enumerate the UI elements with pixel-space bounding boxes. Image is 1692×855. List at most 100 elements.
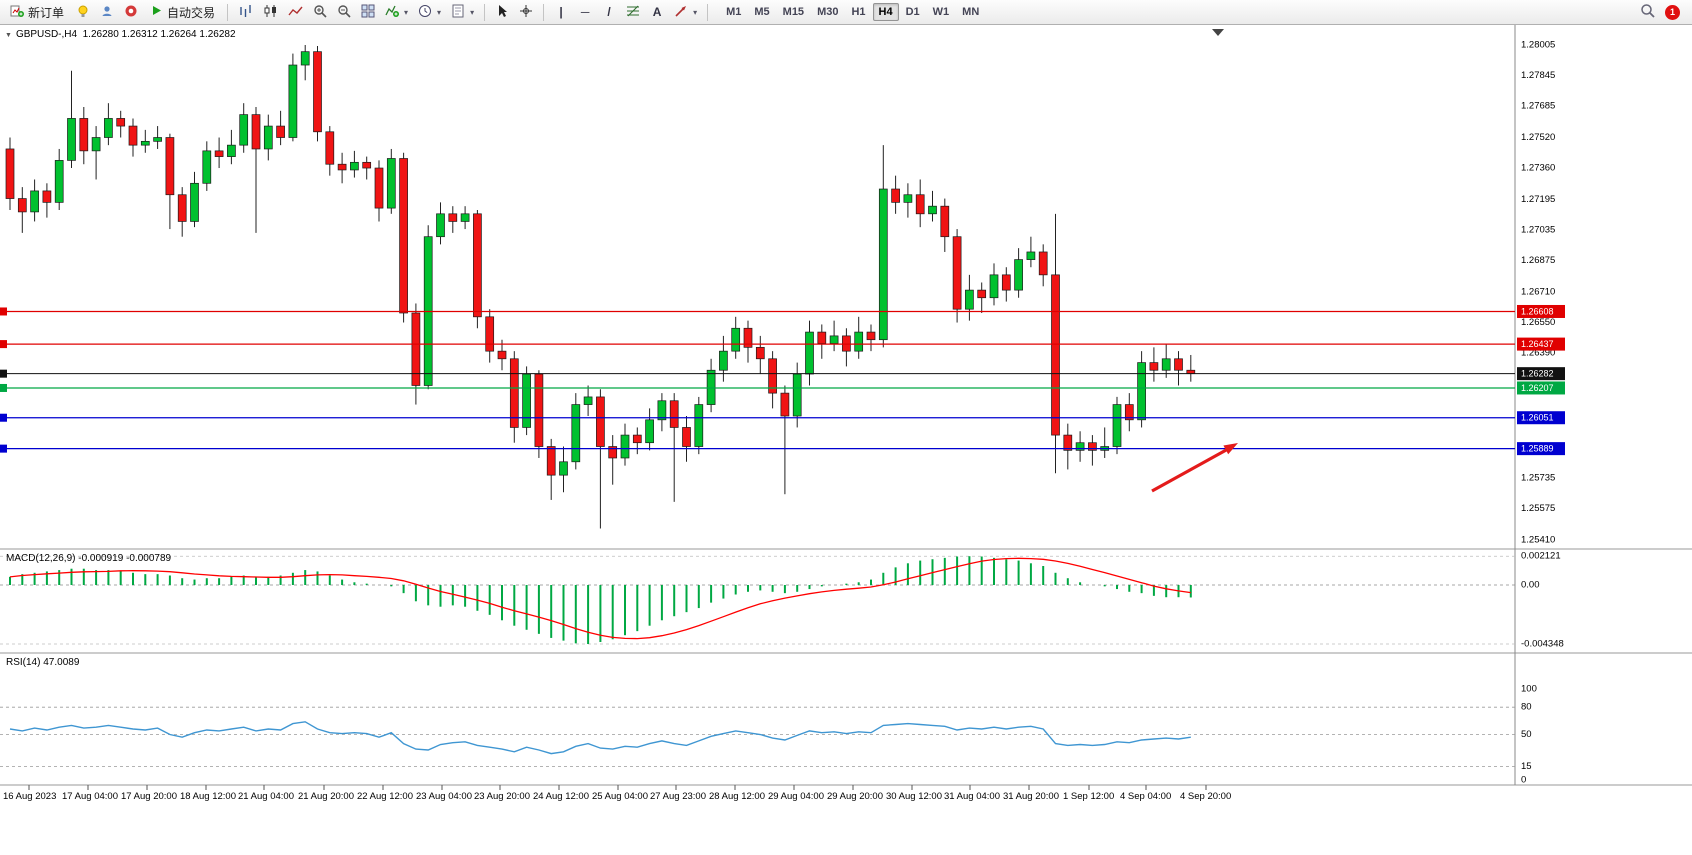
candles xyxy=(5,45,1196,529)
tf-w1-button[interactable]: W1 xyxy=(927,3,956,21)
new-order-button[interactable]: 新订单 xyxy=(4,2,70,23)
trendline-icon: / xyxy=(607,5,611,19)
price-axis-label: 1.27035 xyxy=(1521,225,1555,236)
candle-body xyxy=(1124,404,1134,421)
price-tag-1.26608 xyxy=(1517,304,1565,318)
time-axis-label: 17 Aug 20:00 xyxy=(121,791,177,802)
candle-body xyxy=(448,213,458,222)
arrow-annotation[interactable] xyxy=(1151,447,1229,493)
candle-body xyxy=(583,396,593,405)
time-axis-label: 21 Aug 20:00 xyxy=(298,791,354,802)
candle-body xyxy=(54,160,64,203)
candle-body xyxy=(1051,274,1060,436)
line-left-marker xyxy=(0,340,7,349)
trendline-tool-button[interactable]: / xyxy=(598,2,620,23)
vertical-line-tool-button[interactable]: | xyxy=(550,2,572,23)
indicators-button[interactable]: ▾ xyxy=(381,2,412,23)
candle-body xyxy=(743,327,753,348)
tf-m1-button[interactable]: M1 xyxy=(720,3,747,21)
bar-chart-button[interactable] xyxy=(234,2,257,23)
crosshair-button[interactable] xyxy=(515,2,537,23)
candle-body xyxy=(1014,259,1023,291)
price-tag-text: 1.26608 xyxy=(1521,306,1554,316)
price-tag-text: 1.26051 xyxy=(1521,413,1554,423)
candle-body xyxy=(596,396,605,447)
candle-body xyxy=(903,194,913,203)
arrow-annotation-head[interactable] xyxy=(1223,443,1238,455)
toolbar-right-group: 1 xyxy=(1636,2,1688,23)
search-button[interactable] xyxy=(1636,2,1659,23)
time-axis-label: 22 Aug 12:00 xyxy=(357,791,413,802)
candle-body xyxy=(657,400,667,421)
one-click-trading-arrow-icon[interactable]: ▼ xyxy=(5,32,12,39)
caret-down-icon: ▾ xyxy=(437,7,442,17)
chart-svg[interactable]: 1.28005 1.27845 1.27685 1.27520 1.27360 1.271… xyxy=(0,25,1692,854)
tf-h4-button[interactable]: H4 xyxy=(872,3,899,21)
rsi-line xyxy=(9,721,1191,755)
search-icon xyxy=(1640,3,1655,21)
candle-body xyxy=(1149,362,1159,371)
cursor-button[interactable] xyxy=(491,2,513,23)
line-left-marker xyxy=(0,444,7,453)
candle-body xyxy=(1063,434,1073,451)
clock-icon xyxy=(418,4,432,21)
new-order-icon xyxy=(10,4,24,21)
text-tool-button[interactable]: A xyxy=(646,2,668,23)
tf-h1-button[interactable]: H1 xyxy=(845,3,871,21)
arrow-shape-icon xyxy=(674,4,688,21)
tf-m30-button[interactable]: M30 xyxy=(811,3,844,21)
candle-body xyxy=(719,350,728,371)
price-axis-label: 1.26875 xyxy=(1521,255,1555,266)
candle-body xyxy=(67,118,76,161)
caret-down-icon: ▾ xyxy=(693,7,698,17)
tf-m5-button[interactable]: M5 xyxy=(748,3,775,21)
candle-body xyxy=(1174,358,1183,371)
macd-histogram xyxy=(9,556,1192,645)
crosshair-icon xyxy=(519,4,533,21)
periods-button[interactable]: ▾ xyxy=(414,2,445,23)
community-button[interactable] xyxy=(120,2,142,23)
time-axis-label: 4 Sep 20:00 xyxy=(1180,791,1231,802)
candle-body xyxy=(731,327,741,352)
price-tag-text: 1.26437 xyxy=(1521,339,1554,349)
chart-shift-marker[interactable] xyxy=(1212,29,1224,36)
candle-body xyxy=(1112,404,1122,447)
text-label-icon: A xyxy=(652,5,662,19)
candle-body xyxy=(42,190,52,203)
shapes-tool-button[interactable]: ▾ xyxy=(670,2,701,23)
line-chart-button[interactable] xyxy=(284,2,307,23)
candle-body xyxy=(571,404,581,463)
price-axis-label: 1.26550 xyxy=(1521,317,1555,328)
candle-body xyxy=(362,161,372,169)
time-axis-label: 4 Sep 04:00 xyxy=(1120,791,1171,802)
zoom-out-button[interactable] xyxy=(333,2,355,23)
auto-trading-button[interactable]: 自动交易 xyxy=(144,2,221,23)
macd-signal-line xyxy=(9,557,1191,640)
line-left-marker xyxy=(0,369,7,378)
horizontal-line-tool-button[interactable]: ─ xyxy=(574,2,596,23)
profile-button[interactable] xyxy=(96,2,118,23)
notification-badge[interactable]: 1 xyxy=(1665,4,1680,20)
price-tag-1.26437 xyxy=(1517,337,1565,351)
candle-body xyxy=(30,190,39,213)
candlestick-chart-button[interactable] xyxy=(259,2,282,23)
candle-body xyxy=(374,167,384,209)
auto-trading-label: 自动交易 xyxy=(167,5,216,20)
candle-body xyxy=(768,358,777,394)
tf-m15-button[interactable]: M15 xyxy=(777,3,810,21)
templates-button[interactable]: ▾ xyxy=(447,2,478,23)
caret-down-icon: ▾ xyxy=(404,7,409,17)
lightbulb-button[interactable] xyxy=(72,2,94,23)
timeframe-group: M1 M5 M15 M30 H1 H4 D1 W1 MN xyxy=(720,3,985,21)
candle-body xyxy=(632,434,642,444)
candle-body xyxy=(386,158,396,209)
tf-d1-button[interactable]: D1 xyxy=(900,3,926,21)
fibonacci-tool-button[interactable] xyxy=(622,2,644,23)
indicators-icon xyxy=(385,4,400,21)
candle-body xyxy=(214,150,224,157)
tf-mn-button[interactable]: MN xyxy=(956,3,985,21)
tile-windows-button[interactable] xyxy=(357,2,379,23)
candle-body xyxy=(1001,274,1011,291)
candle-body xyxy=(682,427,691,447)
zoom-in-button[interactable] xyxy=(309,2,331,23)
